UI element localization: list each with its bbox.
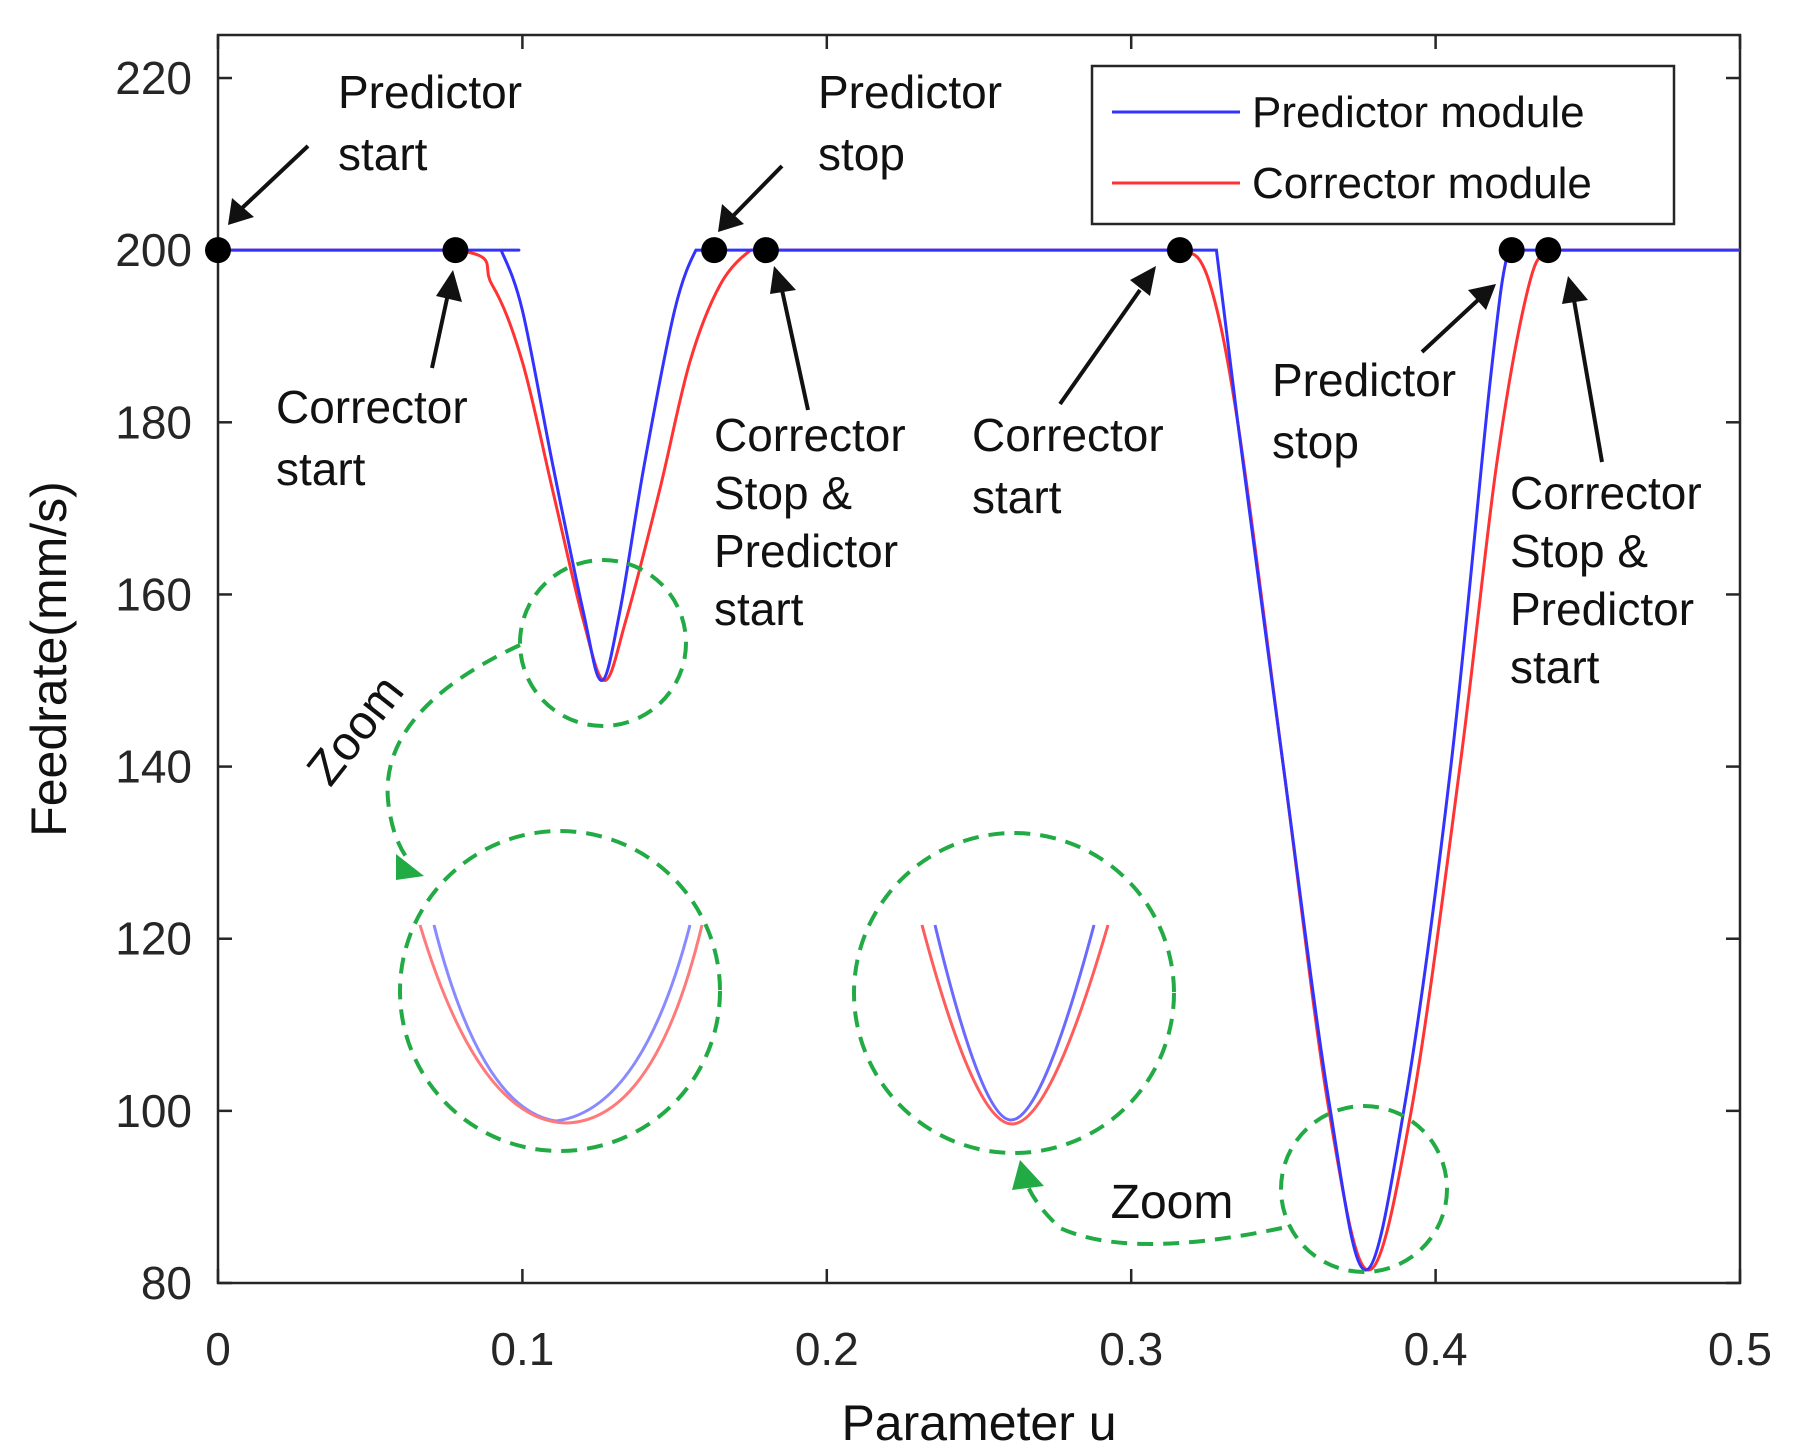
zoom-connector-1 <box>385 643 521 864</box>
arrowhead-predictor-start <box>228 198 254 225</box>
arrowhead-corrector-start-1 <box>436 270 462 302</box>
annotation-arrows <box>228 144 1604 463</box>
zoom-circle-2 <box>1279 1104 1449 1274</box>
annotation-line: Predictor <box>1272 354 1456 406</box>
annotation-line: stop <box>1272 416 1359 468</box>
arrow-corrector-start-1 <box>430 293 450 369</box>
arrowhead-corrector-start-2 <box>1130 266 1156 296</box>
y-tick-label: 120 <box>115 913 192 965</box>
x-tick-label: 0.2 <box>795 1323 859 1375</box>
annotation-line: Predictor <box>714 525 898 577</box>
arrowhead-corrector-stop-1 <box>770 266 796 294</box>
arrow-corrector-start-2 <box>1058 288 1142 406</box>
x-tick-label: 0.5 <box>1708 1323 1772 1375</box>
annotation-label: Predictor start <box>338 66 522 180</box>
y-tick-label: 160 <box>115 568 192 620</box>
annotation-label: Predictor stop <box>1272 354 1456 468</box>
event-marker <box>205 237 231 264</box>
arrow-predictor-stop-2 <box>1420 298 1480 354</box>
zoom-inset-2 <box>852 831 1176 1155</box>
annotation-line: Corrector <box>1510 467 1702 519</box>
y-tick-label: 180 <box>115 396 192 448</box>
annotation-line: Predictor <box>818 66 1002 118</box>
event-marker <box>1166 237 1193 264</box>
y-tick-label: 80 <box>141 1257 192 1309</box>
y-tick-label: 100 <box>115 1085 192 1137</box>
zoom-connector-2 <box>1022 1174 1283 1246</box>
annotation-label: Corrector Stop & Predictor start <box>1510 467 1702 693</box>
annotation-line: Corrector <box>714 409 906 461</box>
annotation-line: Predictor <box>338 66 522 118</box>
series-predictor-line <box>218 248 1740 1272</box>
annotation-line: Corrector <box>276 381 468 433</box>
arrow-corrector-stop-2 <box>1572 299 1604 463</box>
annotation-line: Predictor <box>1510 583 1694 635</box>
annotation-line: start <box>714 583 804 635</box>
annotation-line: start <box>972 471 1062 523</box>
arrow-corrector-stop-1 <box>780 289 810 411</box>
x-tick-label: 0.4 <box>1404 1323 1468 1375</box>
annotation-label: Corrector start <box>276 381 468 495</box>
annotation-line: Corrector <box>972 409 1164 461</box>
legend-label-predictor: Predictor module <box>1252 88 1585 137</box>
event-marker <box>1535 237 1562 264</box>
x-tick-label: 0.1 <box>490 1323 554 1375</box>
annotation-label: Corrector Stop & Predictor start <box>714 409 906 635</box>
x-tick-label: 0 <box>205 1323 231 1375</box>
arrowhead-predictor-stop-1 <box>718 204 744 232</box>
annotation-line: Stop & <box>1510 525 1648 577</box>
zoom-circle-1 <box>518 558 688 728</box>
annotation-line: Stop & <box>714 467 852 519</box>
event-marker <box>442 237 469 264</box>
zoom-arrowhead-2 <box>1012 1160 1044 1190</box>
event-marker <box>752 237 779 264</box>
annotation-label: Predictor stop <box>818 66 1002 180</box>
arrow-predictor-stop-1-line <box>730 164 784 219</box>
y-tick-label: 140 <box>115 741 192 793</box>
legend: Predictor module Corrector module <box>1090 64 1676 226</box>
event-marker <box>1498 237 1525 264</box>
event-marker <box>701 237 728 264</box>
legend-box <box>1090 64 1676 226</box>
x-axis-title: Parameter u <box>841 1395 1116 1451</box>
zoom-inset-2-predictor-curve <box>933 924 1096 1122</box>
zoom-label-2: Zoom <box>1111 1176 1234 1229</box>
annotation-line: stop <box>818 128 905 180</box>
y-tick-label: 220 <box>115 52 192 104</box>
zoom-inset-1-corrector-curve <box>418 924 704 1125</box>
zoom-arrowhead-1 <box>396 854 424 880</box>
annotation-label: Corrector start <box>972 409 1164 523</box>
zoom-inset-2-corrector-curve <box>920 924 1110 1126</box>
y-axis-title: Feedrate(mm/s) <box>21 481 77 837</box>
annotation-line: start <box>1510 641 1600 693</box>
zoom-inset-1 <box>398 829 722 1153</box>
annotation-line: start <box>276 443 366 495</box>
arrowhead-predictor-stop-2 <box>1468 284 1496 310</box>
x-tick-label: 0.3 <box>1099 1323 1163 1375</box>
arrowhead-corrector-stop-2 <box>1562 276 1588 304</box>
annotation-line: start <box>338 128 428 180</box>
legend-label-corrector: Corrector module <box>1252 159 1592 208</box>
y-tick-label: 200 <box>115 224 192 276</box>
arrow-predictor-start <box>238 144 310 212</box>
